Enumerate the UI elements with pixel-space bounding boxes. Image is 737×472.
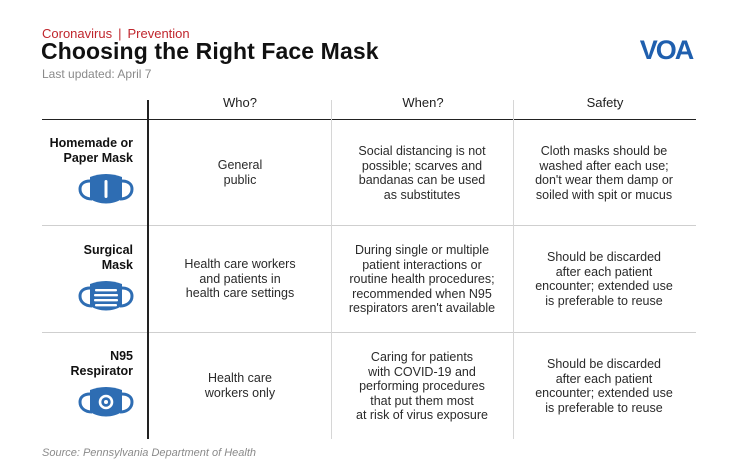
cell-line: patient interactions or [362, 257, 482, 272]
cell-line: is preferable to reuse [545, 293, 663, 308]
cell-line: with COVID-19 and [368, 364, 476, 379]
cell-line: at risk of virus exposure [356, 408, 488, 422]
surgical-mask-icon [78, 281, 134, 311]
cell-line: don't wear them damp or [535, 173, 673, 187]
kicker: Coronavirus | Prevention [42, 26, 190, 41]
cell-line: During single or multiple [354, 243, 490, 257]
cell-line: encounter; extended use [535, 386, 673, 400]
last-updated: Last updated: April 7 [42, 67, 152, 81]
cell-line: recommended when N95 [352, 286, 492, 301]
label-column-divider [147, 100, 149, 439]
source-note: Source: Pennsylvania Department of Healt… [42, 447, 257, 459]
cell-line: Cloth masks should be [540, 144, 668, 158]
cell-line: after each patient [555, 264, 653, 279]
cell-safety-surgical: Should be discarded after each patient e… [519, 250, 689, 308]
cloth-mask-icon [78, 174, 134, 204]
row-label-line: Mask [101, 258, 133, 272]
cell-line: public [223, 172, 257, 187]
cell-who-homemade: General public [155, 158, 325, 187]
cell-safety-n95: Should be discarded after each patient e… [519, 357, 689, 415]
cell-line: encounter; extended use [535, 279, 673, 293]
row-divider [42, 332, 696, 333]
column-header-who: Who? [223, 95, 257, 110]
cell-line: is preferable to reuse [545, 400, 663, 415]
row-label-line: Paper Mask [63, 151, 133, 165]
cell-when-surgical: During single or multiple patient intera… [337, 243, 507, 316]
cell-line: bandanas can be used [358, 173, 486, 187]
cell-line: routine health procedures; [349, 272, 495, 286]
cell-line: Social distancing is not [358, 144, 486, 158]
kicker-section: Prevention [127, 26, 190, 41]
column-divider [331, 100, 332, 439]
cell-line: workers only [204, 385, 276, 400]
cell-line: soiled with spit or mucus [535, 187, 673, 202]
row-label-line: Homemade or [49, 136, 133, 150]
voa-logo-icon: VOA [640, 35, 696, 63]
cell-when-homemade: Social distancing is not possible; scarv… [337, 144, 507, 202]
row-label-line: Respirator [70, 364, 133, 378]
row-label-n95-respirator: N95 Respirator [70, 349, 133, 379]
cell-line: performing procedures [359, 379, 485, 393]
cell-line: Health care [208, 371, 272, 385]
cell-line: General [217, 158, 263, 172]
column-header-safety: Safety [586, 95, 624, 110]
cell-line: Should be discarded [547, 357, 661, 371]
cell-line: as substitutes [383, 187, 461, 202]
cell-line: Health care workers [184, 257, 296, 271]
page-title: Choosing the Right Face Mask [41, 38, 379, 64]
row-label-surgical-mask: Surgical Mask [84, 243, 133, 273]
cell-when-n95: Caring for patients with COVID-19 and pe… [337, 350, 507, 423]
cell-line: respirators aren't available [348, 301, 496, 315]
n95-respirator-icon [78, 387, 134, 417]
kicker-topic: Coronavirus [42, 26, 113, 41]
kicker-separator: | [118, 26, 122, 41]
column-divider [513, 100, 514, 439]
cell-who-n95: Health care workers only [155, 371, 325, 400]
cell-line: washed after each use; [539, 158, 669, 173]
cell-safety-homemade: Cloth masks should be washed after each … [519, 144, 689, 202]
header-rule [42, 119, 696, 120]
cell-line: after each patient [555, 371, 653, 386]
cell-line: Should be discarded [547, 250, 661, 264]
row-label-line: Surgical [83, 243, 133, 257]
column-header-when: When? [402, 95, 444, 110]
row-label-homemade-mask: Homemade or Paper Mask [50, 136, 133, 166]
cell-line: Caring for patients [370, 350, 474, 364]
cell-line: that put them most [370, 393, 474, 408]
row-label-line: N95 [110, 349, 133, 363]
cell-who-surgical: Health care workers and patients in heal… [155, 257, 325, 301]
row-divider [42, 225, 696, 226]
cell-line: possible; scarves and [361, 158, 483, 173]
cell-line: and patients in [199, 271, 281, 286]
cell-line: health care settings [185, 286, 295, 300]
voa-logo-text: VOA [640, 35, 694, 63]
